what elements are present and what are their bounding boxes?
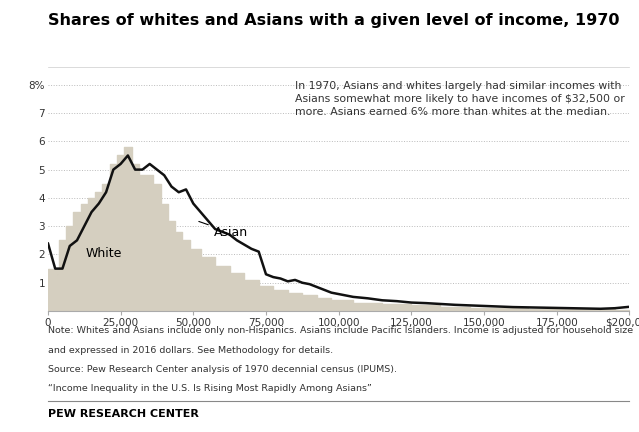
Text: Note: Whites and Asians include only non-Hispanics. Asians include Pacific Islan: Note: Whites and Asians include only non…	[48, 326, 633, 335]
Text: Source: Pew Research Center analysis of 1970 decennial census (IPUMS).: Source: Pew Research Center analysis of …	[48, 365, 397, 374]
Text: and expressed in 2016 dollars. See Methodology for details.: and expressed in 2016 dollars. See Metho…	[48, 346, 333, 355]
Text: Asian: Asian	[199, 222, 248, 239]
Text: White: White	[86, 247, 122, 260]
Text: PEW RESEARCH CENTER: PEW RESEARCH CENTER	[48, 409, 199, 419]
Text: In 1970, Asians and whites largely had similar incomes with
Asians somewhat more: In 1970, Asians and whites largely had s…	[295, 80, 625, 117]
Text: “Income Inequality in the U.S. Is Rising Most Rapidly Among Asians”: “Income Inequality in the U.S. Is Rising…	[48, 384, 372, 394]
Text: Shares of whites and Asians with a given level of income, 1970: Shares of whites and Asians with a given…	[48, 13, 619, 28]
